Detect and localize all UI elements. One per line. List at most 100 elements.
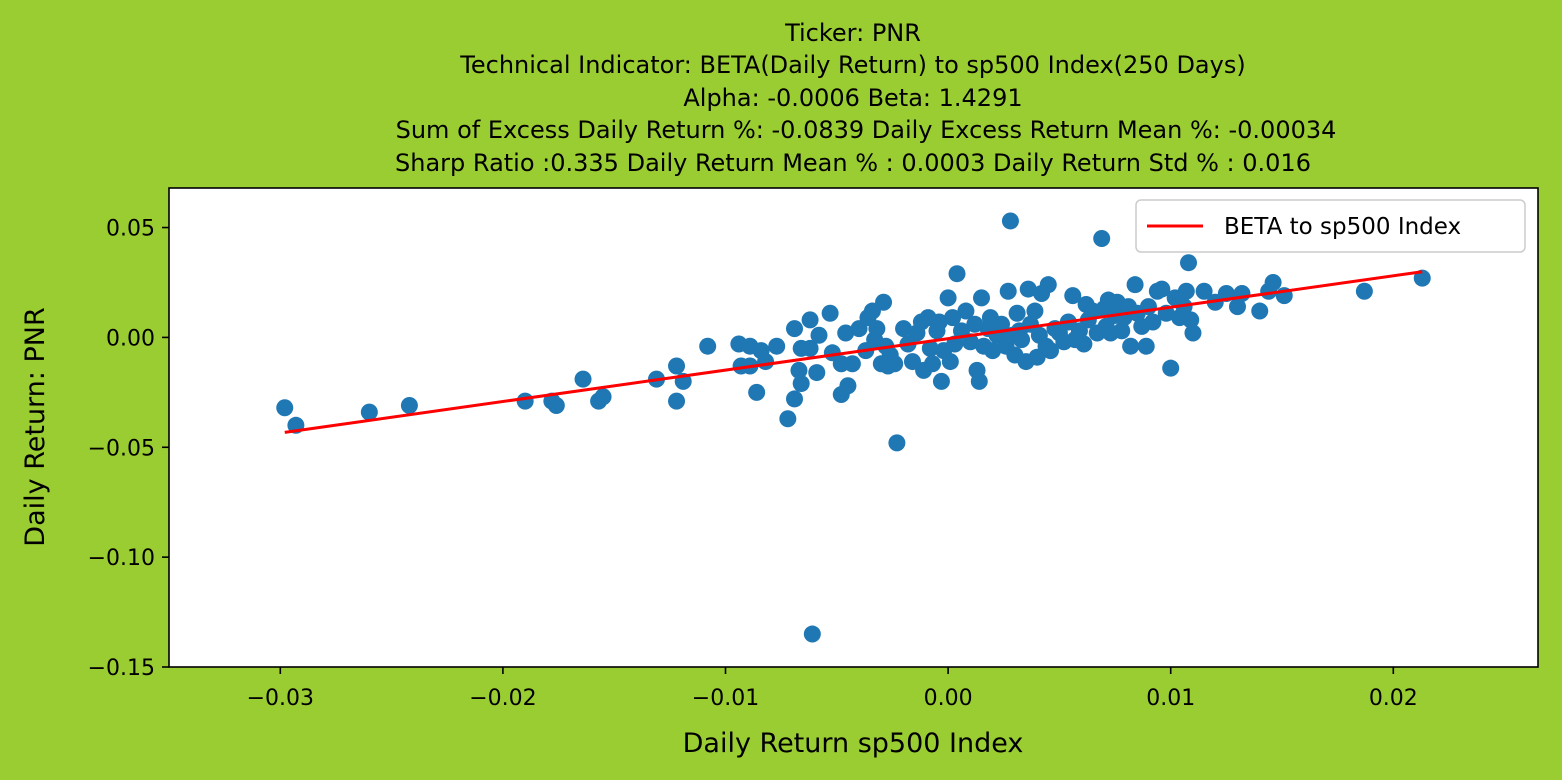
data-point-109 [1075,335,1093,353]
data-point-27 [792,375,810,393]
x-tick-label-5: 0.02 [1369,686,1418,711]
x-tick-label-0: −0.03 [247,686,314,711]
data-point-141 [1184,324,1202,342]
title-line-4: Sum of Excess Daily Return %: -0.0839 Da… [396,116,1337,144]
legend-label: BETA to sp500 Index [1224,214,1461,240]
data-point-23 [779,410,797,428]
data-point-147 [1251,302,1269,320]
data-point-114 [1093,230,1111,248]
y-tick-label-2: −0.05 [88,436,155,461]
data-point-130 [1144,313,1162,331]
title-line-3: Alpha: -0.0006 Beta: 1.4291 [683,84,1022,112]
data-point-32 [810,326,828,344]
data-point-86 [1001,212,1019,230]
data-point-149 [1264,273,1282,291]
data-point-66 [939,289,957,307]
data-point-6 [547,397,565,415]
data-point-33 [821,304,839,322]
data-point-152 [1413,269,1431,287]
data-point-77 [972,289,990,307]
data-point-101 [1042,342,1060,360]
plot-frame [168,187,1539,668]
x-axis-ticks: −0.03 −0.02 −0.01 0.00 0.01 0.02 [247,667,1418,711]
data-point-22 [768,337,786,355]
data-point-26 [790,361,808,379]
data-point-85 [999,282,1017,300]
x-tick-label-4: 0.01 [1146,686,1195,711]
x-tick-label-2: −0.01 [692,686,759,711]
y-tick-label-3: −0.10 [88,546,155,571]
data-point-14 [699,337,717,355]
title-line-1: Ticker: PNR [784,19,921,47]
x-tick-label-3: 0.00 [924,686,973,711]
data-point-74 [966,315,984,333]
data-point-0 [276,399,294,417]
data-point-21 [757,353,775,371]
data-point-121 [1113,322,1131,340]
data-point-8 [594,388,612,406]
data-point-125 [1126,276,1144,294]
y-axis-label: Daily Return: PNR [20,307,51,546]
data-point-91 [1013,331,1031,349]
data-point-68 [944,309,962,327]
data-point-9 [574,370,592,388]
data-point-47 [875,293,893,311]
data-point-93 [1019,280,1037,298]
data-point-31 [808,364,826,382]
data-point-63 [930,313,948,331]
plot-area [169,188,1538,667]
data-point-142 [1195,282,1213,300]
legend: BETA to sp500 Index [1135,199,1526,253]
data-point-52 [888,434,906,452]
data-point-67 [941,353,959,371]
regression-line-group [284,270,1423,434]
data-point-30 [801,339,819,357]
data-point-132 [1153,280,1171,298]
data-point-53 [895,320,913,338]
title-line-5: Sharp Ratio :0.335 Daily Return Mean % :… [395,149,1311,177]
data-point-151 [1355,282,1373,300]
data-point-95 [1026,302,1044,320]
y-tick-label-1: 0.00 [106,326,155,351]
data-point-145 [1228,298,1246,316]
data-point-61 [924,355,942,373]
data-point-60 [921,339,939,357]
data-point-25 [786,390,804,408]
data-point-100 [1039,276,1057,294]
data-point-81 [984,342,1002,360]
data-point-24 [786,320,804,338]
data-point-2 [360,403,378,421]
data-point-64 [932,372,950,390]
chart-title: Ticker: PNR Technical Indicator: BETA(Da… [395,19,1336,177]
x-tick-label-1: −0.02 [469,686,536,711]
data-point-138 [1177,282,1195,300]
data-point-37 [837,324,855,342]
data-point-153 [803,625,821,643]
regression-line [284,270,1423,434]
data-point-83 [993,315,1011,333]
x-axis-label: Daily Return sp500 Index [683,728,1024,759]
data-point-70 [948,265,966,283]
data-point-11 [668,392,686,410]
data-point-29 [801,311,819,329]
y-axis-ticks: 0.05 0.00 −0.05 −0.10 −0.15 [88,217,169,681]
data-point-19 [748,383,766,401]
data-point-39 [843,355,861,373]
data-point-124 [1122,337,1140,355]
data-point-3 [400,397,418,415]
title-line-2: Technical Indicator: BETA(Daily Return) … [459,51,1245,79]
y-tick-label-0: 0.05 [106,217,155,242]
data-point-128 [1137,337,1155,355]
data-point-140 [1182,311,1200,329]
scatter-points [276,212,1431,643]
y-tick-label-4: −0.15 [88,656,155,681]
data-point-76 [970,372,988,390]
data-point-4 [516,392,534,410]
data-point-89 [1008,304,1026,322]
data-point-51 [886,355,904,373]
data-point-139 [1180,254,1198,272]
data-point-38 [839,377,857,395]
data-point-134 [1162,359,1180,377]
data-point-72 [957,302,975,320]
